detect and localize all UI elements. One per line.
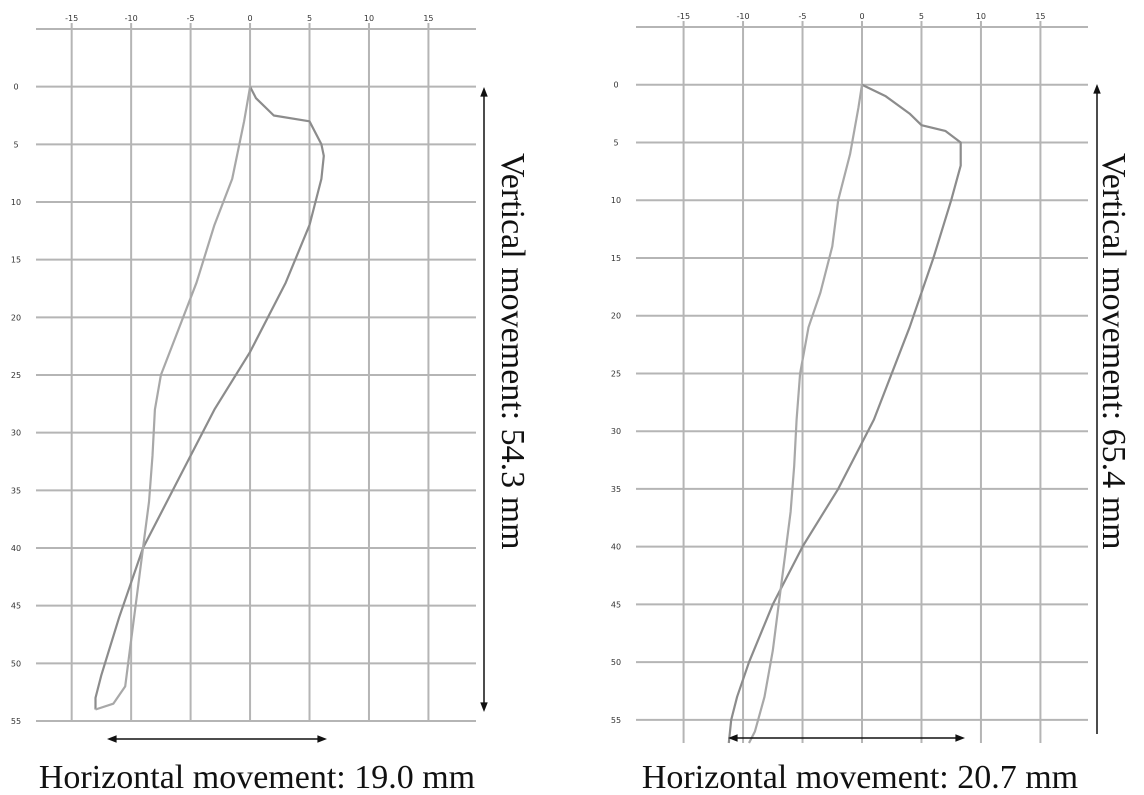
y-tick-label: 5 xyxy=(613,138,618,147)
series-line-1 xyxy=(94,86,325,710)
vertical-arrow-head-top xyxy=(1093,84,1101,94)
x-tick-label: -5 xyxy=(187,14,195,23)
y-tick-label: 10 xyxy=(11,198,21,207)
x-tick-label: -5 xyxy=(799,12,807,21)
y-tick-label: 20 xyxy=(611,312,621,321)
vertical-label-right: Vertical movement: 65.4 mm xyxy=(1095,153,1132,550)
y-tick-label: 25 xyxy=(11,371,21,380)
x-tick-label: 10 xyxy=(976,12,986,21)
y-tick-label: 0 xyxy=(613,81,618,90)
chart-panel-left: -15 -10 -5 0 5 10 15 0 5 10 15 20 25 30 35 40 45 50 55 xyxy=(11,14,488,743)
series-line-2 xyxy=(748,84,864,744)
y-tick-label: 50 xyxy=(611,658,621,667)
x-tick-label: 0 xyxy=(248,14,253,23)
x-tick-label: 10 xyxy=(364,14,374,23)
y-tick-label: 30 xyxy=(611,427,621,436)
y-tick-label: 35 xyxy=(611,485,621,494)
y-tick-label: 45 xyxy=(11,602,21,611)
horizontal-label-right: Horizontal movement: 20.7 mm xyxy=(642,759,1078,795)
horizontal-arrow-head-right xyxy=(317,735,327,743)
x-tick-label: 5 xyxy=(307,14,312,23)
x-tick-label: 15 xyxy=(1035,12,1045,21)
horizontal-arrow-head-right xyxy=(955,734,965,742)
series-line-2 xyxy=(95,86,252,711)
y-tick-label: 30 xyxy=(11,429,21,438)
x-tick-label: 5 xyxy=(919,12,924,21)
x-tick-label: -10 xyxy=(737,12,750,21)
y-tick-label: 50 xyxy=(11,659,21,668)
series-line-1 xyxy=(727,83,962,744)
horizontal-arrow-head-left xyxy=(107,735,117,743)
y-tick-label: 40 xyxy=(611,543,621,552)
y-tick-label: 15 xyxy=(611,254,621,263)
y-tick-label: 15 xyxy=(11,256,21,265)
x-tick-label: 0 xyxy=(859,12,864,21)
y-tick-label: 5 xyxy=(13,140,18,149)
y-tick-label: 45 xyxy=(611,600,621,609)
vertical-label-left: Vertical movement: 54.3 mm xyxy=(494,153,531,550)
y-tick-label: 40 xyxy=(11,544,21,553)
horizontal-arrow-head-left xyxy=(728,734,738,742)
y-tick-label: 0 xyxy=(13,83,18,92)
y-tick-label: 55 xyxy=(611,716,621,725)
y-tick-label: 10 xyxy=(611,196,621,205)
chart-panel-right: -15 -10 -5 0 5 10 15 0 5 10 15 20 25 30 35 40 45 50 55 xyxy=(611,12,1101,744)
x-tick-label: -15 xyxy=(677,12,690,21)
horizontal-label-left: Horizontal movement: 19.0 mm xyxy=(39,759,475,795)
y-tick-label: 25 xyxy=(611,369,621,378)
y-tick-label: 55 xyxy=(11,717,21,726)
x-tick-label: 15 xyxy=(423,14,433,23)
x-tick-label: -10 xyxy=(125,14,138,23)
vertical-arrow-head-bottom xyxy=(480,702,488,712)
x-tick-label: -15 xyxy=(65,14,78,23)
y-tick-label: 20 xyxy=(11,313,21,322)
vertical-arrow-head-top xyxy=(480,87,488,97)
y-tick-label: 35 xyxy=(11,486,21,495)
